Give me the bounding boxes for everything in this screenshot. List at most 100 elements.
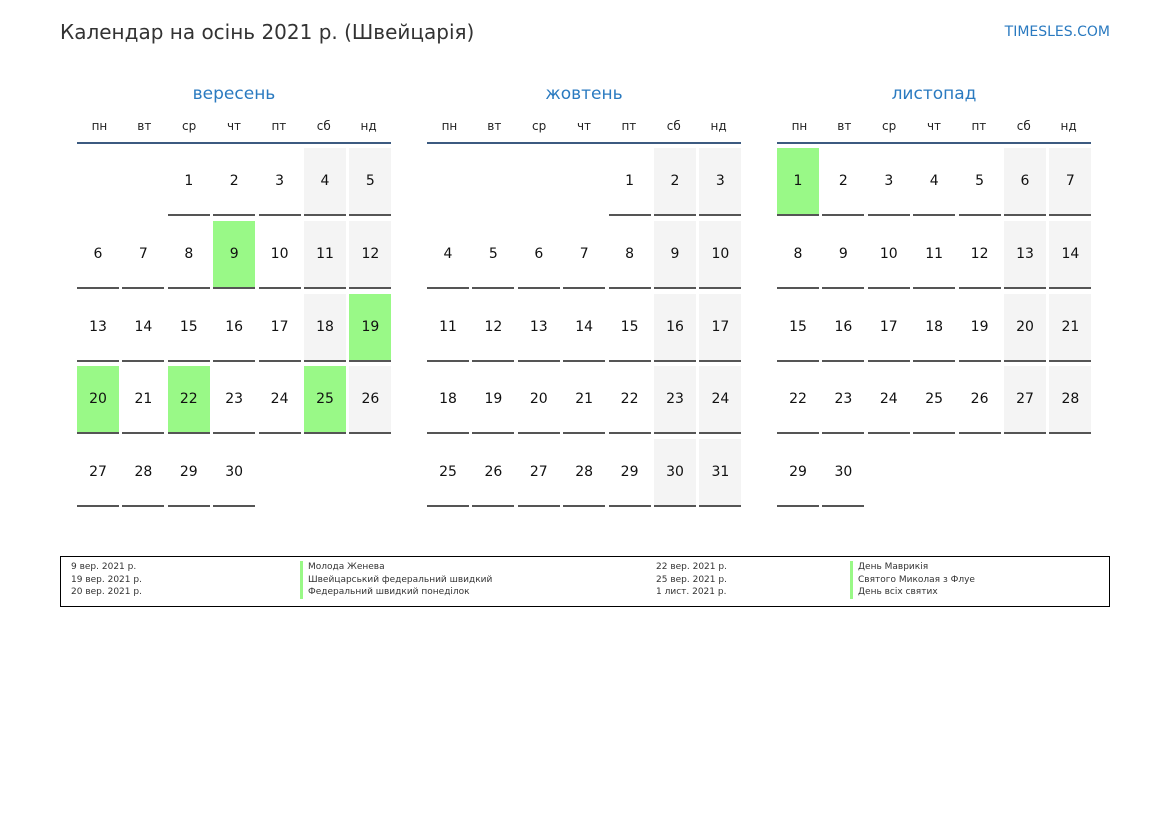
weekday-label: чт [226, 119, 242, 133]
weekday-label: пн [91, 119, 108, 133]
day-cell: 6 [517, 221, 560, 289]
day-cell: 22 [777, 366, 819, 435]
day-cell: 9 [654, 220, 696, 289]
day-cell: 2 [213, 148, 256, 216]
month-листопад: листопад пн вт ср чт пт сб нд 1 2 3 4 5 6 7 8 9 10 11 12 13 1… [777, 84, 1092, 508]
day-cell: 12 [958, 221, 1001, 289]
day-cell: 2 [822, 148, 865, 216]
day-cell: 27 [1004, 366, 1046, 435]
day-cell: 26 [349, 366, 392, 435]
day-cell: 2 [654, 148, 696, 216]
day-cell: 17 [699, 293, 742, 362]
month-name: жовтень [545, 84, 623, 104]
day-cell: 19 [349, 293, 392, 362]
weekday-label: нд [1060, 119, 1077, 133]
day-cell: 17 [258, 294, 301, 362]
weekday-label: вт [487, 119, 502, 133]
day-cell: 16 [822, 294, 865, 362]
day-cell: 16 [213, 294, 256, 362]
day-cell: 1 [777, 148, 819, 216]
legend-holiday-name: Федеральний швидкий понеділок [300, 586, 470, 599]
page-title: Календар на осінь 2021 р. (Швейцарія) [60, 20, 475, 44]
day-cell: 12 [349, 220, 392, 289]
month-name: вересень [192, 84, 276, 104]
day-cell: 18 [913, 294, 956, 362]
day-cell: 3 [699, 148, 742, 216]
day-cell: 10 [699, 220, 742, 289]
day-cell: 22 [167, 366, 210, 435]
weekday-label: нд [710, 119, 727, 133]
day-cell: 3 [258, 148, 301, 216]
day-cell: 4 [304, 148, 346, 216]
holiday-legend: 9 вер. 2021 р. Молода Женева 19 вер. 2021 … [60, 556, 1110, 607]
month-жовтень: жовтень пн вт ср чт пт сб нд 1 2 3 4 5 6 7 8 9 10 11 12 13 14… [427, 84, 742, 508]
day-cell: 15 [608, 294, 651, 362]
day-cell: 25 [913, 366, 956, 435]
weekday-header: пн вт ср чт пт сб нд [777, 114, 1091, 144]
day-cell: 4 [913, 148, 956, 216]
day-cell: 19 [472, 366, 515, 435]
day-cell: 9 [822, 221, 865, 289]
day-cell: 7 [122, 221, 165, 289]
day-cell: 7 [563, 221, 606, 289]
day-cell: 8 [167, 221, 210, 289]
day-cell: 9 [213, 220, 256, 289]
weekday-label: чт [576, 119, 592, 133]
legend-date: 20 вер. 2021 р. [71, 587, 142, 597]
day-cell: 26 [472, 439, 515, 508]
day-cell: 16 [654, 293, 696, 362]
month-name: листопад [891, 84, 977, 104]
legend-date: 22 вер. 2021 р. [656, 562, 727, 572]
day-cell: 18 [427, 366, 469, 435]
weekday-label: пн [441, 119, 458, 133]
day-cell: 15 [167, 294, 210, 362]
day-cell: 21 [563, 366, 606, 435]
weekday-label: пт [971, 119, 987, 133]
day-cell: 29 [777, 439, 819, 508]
site-link[interactable]: TIMESLES.COM [1004, 24, 1110, 40]
weekday-label: вт [837, 119, 852, 133]
day-cell: 10 [258, 221, 301, 289]
legend-date: 19 вер. 2021 р. [71, 574, 142, 585]
day-cell: 14 [563, 294, 606, 362]
legend-holiday-name: День всіх святих [850, 586, 938, 599]
weekday-header: пн вт ср чт пт сб нд [77, 114, 391, 144]
weekday-label: нд [360, 119, 377, 133]
day-cell: 22 [608, 366, 651, 435]
weekday-label: сб [666, 119, 681, 133]
weekday-label: ср [882, 119, 897, 133]
day-cell: 23 [213, 366, 256, 435]
day-cell: 30 [654, 439, 696, 508]
legend-holiday-name: День Маврикія [850, 561, 928, 574]
weekday-label: пт [271, 119, 287, 133]
day-cell: 5 [349, 148, 392, 216]
day-cell: 23 [822, 366, 865, 435]
legend-date: 1 лист. 2021 р. [656, 587, 727, 597]
legend-holiday-name: Швейцарський федеральний швидкий [300, 573, 492, 586]
day-cell: 24 [699, 366, 742, 435]
day-cell: 30 [213, 439, 256, 508]
day-cell: 8 [777, 221, 819, 289]
day-cell: 20 [77, 366, 119, 435]
weekday-label: сб [1016, 119, 1031, 133]
day-cell: 25 [304, 366, 346, 435]
weekday-label: пт [621, 119, 637, 133]
day-cell: 5 [958, 148, 1001, 216]
day-cell: 4 [427, 221, 469, 289]
day-cell: 30 [822, 439, 865, 508]
day-cell: 31 [699, 439, 742, 508]
weekday-label: сб [316, 119, 331, 133]
day-cell: 13 [1004, 220, 1046, 289]
day-cell: 6 [77, 221, 119, 289]
day-cell: 1 [608, 148, 651, 216]
weekday-label: вт [137, 119, 152, 133]
day-cell: 29 [167, 439, 210, 508]
legend-holiday-name: Молода Женева [300, 561, 385, 574]
day-cell: 24 [867, 366, 910, 435]
weekday-label: пн [791, 119, 808, 133]
weekday-label: ср [182, 119, 197, 133]
day-cell: 11 [427, 294, 469, 362]
day-cell: 19 [958, 294, 1001, 362]
day-cell: 24 [258, 366, 301, 435]
legend-date: 9 вер. 2021 р. [71, 562, 137, 572]
